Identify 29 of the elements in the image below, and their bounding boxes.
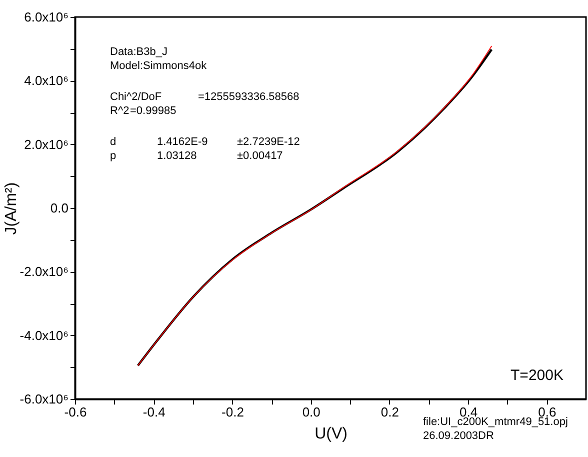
annotation: T=200K xyxy=(510,367,564,384)
annotation: Chi^2/DoF xyxy=(110,91,162,103)
text: file:UI_c200K_mtmr49_51.opj xyxy=(423,416,568,428)
annotation: Data:B3b_J xyxy=(110,46,168,58)
y-tick-label: -6.0x10⁶ xyxy=(20,392,68,406)
annotation: =1255593336.58568 xyxy=(198,91,300,103)
annotation: Model:Simmons4ok xyxy=(110,60,208,72)
y-axis-title: J(A/m²) xyxy=(2,182,20,235)
x-tick-label: -0.6 xyxy=(64,404,87,420)
y-tick-label: -4.0x10⁶ xyxy=(20,328,68,343)
annotation: 1.03128 xyxy=(157,150,197,162)
x-tick-label: 0.2 xyxy=(380,404,399,420)
text: 26.09.2003DR xyxy=(423,430,494,442)
x-tick-label: 0.0 xyxy=(302,404,320,420)
annotation: ±2.7239E-12 xyxy=(237,136,300,148)
x-tick-label: -0.4 xyxy=(142,404,166,420)
y-tick-label: 2.0x10⁶ xyxy=(24,136,68,152)
y-tick-label: 0.0 xyxy=(50,200,68,216)
y-tick-label: -2.0x10⁶ xyxy=(20,264,68,280)
annotation: R^2 xyxy=(110,105,130,117)
annotation: d xyxy=(110,136,116,148)
y-tick-label: 6.0x10⁶ xyxy=(24,10,68,24)
x-axis-title: U(V) xyxy=(314,426,348,442)
annotation: 1.4162E-9 xyxy=(157,136,208,148)
annotation: p xyxy=(110,150,116,162)
y-tick-label: 4.0x10⁶ xyxy=(24,73,68,88)
annotation: =0.99985 xyxy=(130,105,176,117)
x-tick-label: -0.2 xyxy=(222,404,244,420)
annotation: ±0.00417 xyxy=(237,150,283,162)
